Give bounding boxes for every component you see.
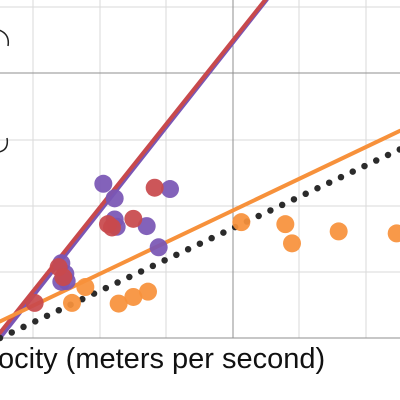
dotted-trend-line <box>0 146 400 342</box>
orange-data-point <box>124 287 143 306</box>
orange-data-point <box>329 222 348 241</box>
red-trend-line <box>0 0 268 335</box>
red-data-point <box>54 268 73 287</box>
orange-data-point <box>283 234 301 253</box>
orange-data-point <box>232 213 251 232</box>
orange-data-point <box>76 278 95 297</box>
purple-data-point <box>94 174 113 193</box>
orange-data-point <box>387 224 400 243</box>
red-data-point <box>25 293 44 312</box>
orange-data-point <box>276 215 295 234</box>
grid <box>0 0 400 339</box>
purple-data-point <box>105 189 124 208</box>
red-data-point <box>124 209 143 228</box>
red-data-point <box>103 218 121 237</box>
orange-data-point <box>63 293 81 312</box>
plot-marks <box>0 0 400 342</box>
purple-data-point <box>149 238 168 257</box>
bracket-mark <box>0 137 9 153</box>
bracket-mark <box>0 29 10 47</box>
red-data-point <box>145 178 164 197</box>
x-axis-title: ocity (meters per second) <box>0 343 325 375</box>
orange-data-point <box>109 294 128 313</box>
purple-data-point <box>137 217 156 236</box>
orange-data-point <box>139 282 157 301</box>
purple-data-point <box>161 180 179 199</box>
